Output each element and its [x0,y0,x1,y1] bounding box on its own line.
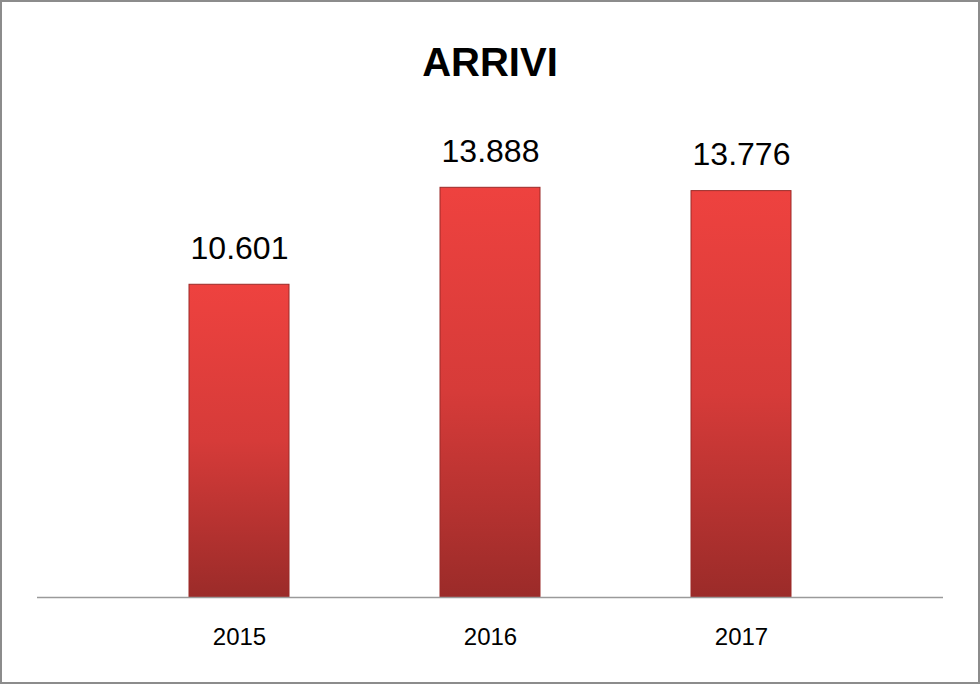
svg-text:2016: 2016 [464,623,517,650]
svg-text:2017: 2017 [715,623,768,650]
svg-text:13.776: 13.776 [693,136,791,172]
svg-text:13.888: 13.888 [442,133,540,169]
html-text:ARRIVI: ARRIVI [422,40,558,84]
svg-text:10.601: 10.601 [191,230,289,266]
svg-text:2015: 2015 [213,623,266,650]
